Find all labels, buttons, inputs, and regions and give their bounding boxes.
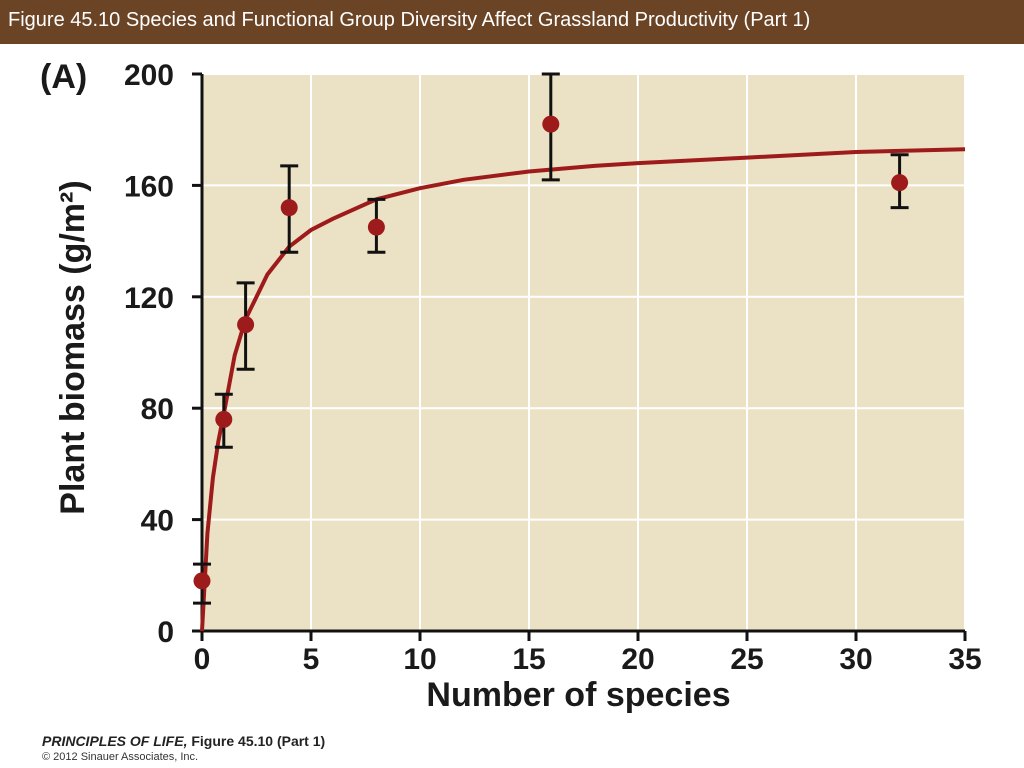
x-tick-label: 25: [730, 643, 763, 676]
grid-lines: [202, 73, 966, 631]
x-tick-label: 10: [403, 643, 436, 676]
y-tick-label: 80: [141, 393, 174, 426]
y-tick-label: 40: [141, 505, 174, 538]
x-tick-label: 20: [621, 643, 654, 676]
x-tick-label: 0: [194, 643, 211, 676]
figure-ref: Figure 45.10 (Part 1): [187, 733, 326, 749]
figure-title: Figure 45.10 Species and Functional Grou…: [8, 9, 811, 31]
data-point-3: [280, 199, 298, 217]
title-bar: Figure 45.10 Species and Functional Grou…: [0, 0, 1024, 44]
y-tick-label: 0: [157, 616, 174, 649]
y-tick-label: 160: [124, 170, 174, 203]
x-tick-label: 15: [512, 643, 545, 676]
y-axis-label: Plant biomass (g/m²): [54, 180, 92, 514]
data-point-2: [237, 316, 255, 334]
data-point-5: [542, 115, 560, 133]
plot-background: [202, 74, 965, 631]
book-title: PRINCIPLES OF LIFE,: [42, 733, 188, 749]
data-point-1: [215, 410, 233, 428]
biomass-chart: 0 40 80 120 160 200 0 5 10 15 20 25 30 35 Number of s…: [54, 59, 982, 714]
tick-labels: 0 40 80 120 160 200 0 5 10 15 20 25 30 35: [124, 59, 982, 676]
y-tick-label: 120: [124, 282, 174, 315]
footer-citation: PRINCIPLES OF LIFE, Figure 45.10 (Part 1…: [42, 733, 325, 749]
x-tick-label: 5: [303, 643, 320, 676]
data-point-0: [193, 572, 211, 590]
fit-curve: [200, 147, 966, 632]
y-tick-label: 200: [124, 59, 174, 92]
footer-copyright: © 2012 Sinauer Associates, Inc.: [42, 751, 199, 763]
data-point-4: [367, 218, 385, 236]
data-point-6: [891, 174, 909, 192]
x-axis-label: Number of species: [426, 676, 730, 714]
data-points: [193, 115, 909, 590]
axes: [192, 72, 967, 641]
x-tick-label: 30: [839, 643, 872, 676]
x-tick-label: 35: [948, 643, 981, 676]
panel-label: (A): [40, 58, 88, 96]
error-bars: [193, 72, 909, 605]
